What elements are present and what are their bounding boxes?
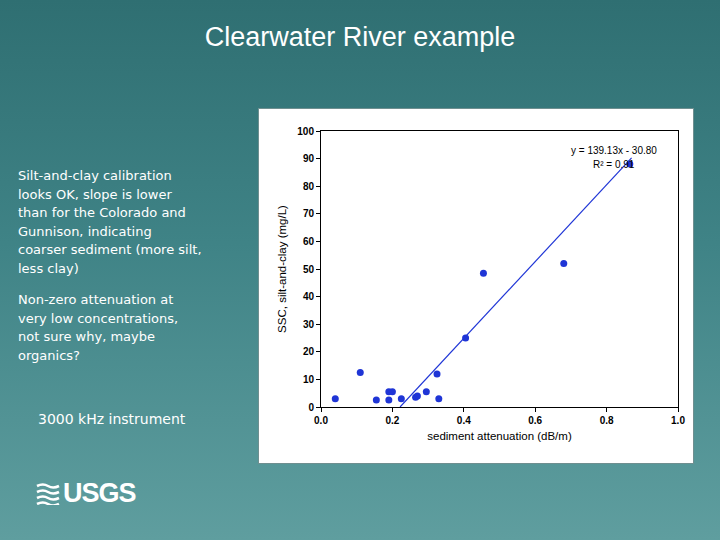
svg-text:20: 20: [303, 346, 315, 357]
svg-text:40: 40: [303, 291, 315, 302]
svg-text:90: 90: [303, 153, 315, 164]
html-text:very low concentrations,: very low concentrations,: [18, 310, 179, 326]
svg-text:y = 139.13x - 30.80: y = 139.13x - 30.80: [571, 145, 657, 156]
svg-text:50: 50: [303, 264, 315, 275]
html-text:looks OK, slope is lower: looks OK, slope is lower: [18, 186, 172, 202]
html-text:not sure why, maybe: not sure why, maybe: [18, 329, 155, 344]
svg-text:0.8: 0.8: [600, 415, 614, 426]
html-text:than for the Colorado and: than for the Colorado and: [18, 205, 186, 220]
svg-text:SSC, silt-and-clay (mg/L): SSC, silt-and-clay (mg/L): [276, 205, 288, 333]
html-text:Clearwater River example: Clearwater River example: [204, 22, 516, 52]
html-text:organics?: organics?: [18, 347, 80, 363]
html-text:USGS: USGS: [63, 478, 136, 508]
svg-text:100: 100: [297, 126, 314, 137]
html-text:Non-zero attenuation at: Non-zero attenuation at: [18, 292, 174, 307]
svg-text:0.6: 0.6: [528, 415, 542, 426]
html-text:less clay): less clay): [18, 260, 79, 276]
svg-text:0.2: 0.2: [385, 415, 399, 426]
svg-text:60: 60: [303, 236, 315, 247]
svg-text:80: 80: [303, 181, 315, 192]
svg-text:10: 10: [303, 374, 315, 385]
svg-text:0.0: 0.0: [314, 415, 328, 426]
html-text:Gunnison, indicating: Gunnison, indicating: [18, 223, 152, 239]
html-text:coarser sediment (more silt,: coarser sediment (more silt,: [18, 242, 202, 257]
svg-text:R² = 0.91: R² = 0.91: [593, 159, 635, 170]
html-text:3000 kHz instrument: 3000 kHz instrument: [38, 411, 186, 427]
svg-text:30: 30: [303, 319, 315, 330]
svg-text:70: 70: [303, 208, 315, 219]
svg-text:0: 0: [308, 402, 314, 413]
svg-text:0.4: 0.4: [457, 415, 471, 426]
svg-text:1.0: 1.0: [671, 415, 685, 426]
html-text:Silt-and-clay calibration: Silt-and-clay calibration: [18, 168, 172, 183]
svg-text:sediment attenuation (dB/m): sediment attenuation (dB/m): [427, 430, 572, 442]
